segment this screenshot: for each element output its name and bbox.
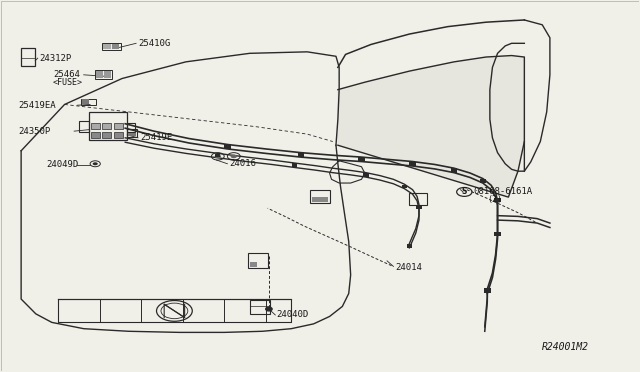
Bar bbox=[358, 157, 365, 161]
Text: 25464: 25464 bbox=[53, 70, 80, 79]
Bar bbox=[410, 161, 416, 166]
Bar bbox=[102, 43, 121, 49]
Bar bbox=[215, 154, 220, 157]
Text: 24014: 24014 bbox=[396, 263, 422, 272]
Text: 25410G: 25410G bbox=[138, 39, 170, 48]
Bar bbox=[91, 123, 100, 129]
Text: 25419EA: 25419EA bbox=[19, 101, 56, 110]
Text: 24049D: 24049D bbox=[47, 160, 79, 169]
Bar bbox=[114, 123, 123, 129]
Text: 24016: 24016 bbox=[229, 159, 256, 168]
Bar bbox=[21, 48, 35, 65]
Bar bbox=[104, 71, 111, 78]
Text: <FUSE>: <FUSE> bbox=[53, 78, 83, 87]
Bar bbox=[250, 262, 257, 267]
Bar bbox=[97, 71, 103, 78]
Bar bbox=[250, 300, 270, 314]
Bar bbox=[402, 185, 407, 188]
Bar bbox=[127, 129, 138, 137]
Text: 08168-6161A: 08168-6161A bbox=[473, 187, 532, 196]
Polygon shape bbox=[338, 55, 524, 197]
Bar bbox=[95, 70, 112, 78]
Bar bbox=[114, 132, 123, 138]
Bar bbox=[451, 168, 458, 173]
Bar bbox=[79, 121, 89, 132]
Bar bbox=[292, 163, 297, 167]
Text: 25419E: 25419E bbox=[140, 133, 172, 142]
Bar bbox=[494, 232, 500, 236]
Bar bbox=[81, 99, 97, 105]
Bar bbox=[310, 190, 330, 203]
Circle shape bbox=[266, 307, 272, 311]
Bar bbox=[102, 132, 111, 138]
Text: S: S bbox=[461, 187, 467, 196]
Text: R24001M2: R24001M2 bbox=[542, 342, 589, 352]
Text: 24350P: 24350P bbox=[19, 126, 51, 136]
Text: 24040D: 24040D bbox=[276, 311, 309, 320]
Bar bbox=[494, 198, 500, 202]
Bar bbox=[479, 179, 486, 183]
Bar bbox=[127, 123, 135, 132]
Circle shape bbox=[214, 154, 221, 158]
Bar bbox=[112, 44, 120, 49]
Bar bbox=[312, 198, 328, 202]
Bar bbox=[410, 193, 428, 205]
Bar bbox=[102, 123, 111, 129]
Bar bbox=[417, 205, 422, 209]
Bar bbox=[248, 253, 268, 267]
Bar bbox=[91, 132, 100, 138]
Bar bbox=[298, 152, 304, 157]
Circle shape bbox=[93, 162, 98, 165]
Bar bbox=[83, 99, 89, 105]
Bar bbox=[89, 112, 127, 140]
Bar bbox=[484, 288, 490, 293]
Text: 24312P: 24312P bbox=[39, 54, 71, 62]
Bar bbox=[364, 173, 369, 177]
Circle shape bbox=[230, 154, 237, 158]
Bar bbox=[224, 144, 230, 149]
Bar bbox=[129, 133, 136, 137]
Text: (2): (2) bbox=[487, 195, 502, 204]
Bar bbox=[103, 44, 111, 49]
Bar bbox=[407, 244, 412, 247]
